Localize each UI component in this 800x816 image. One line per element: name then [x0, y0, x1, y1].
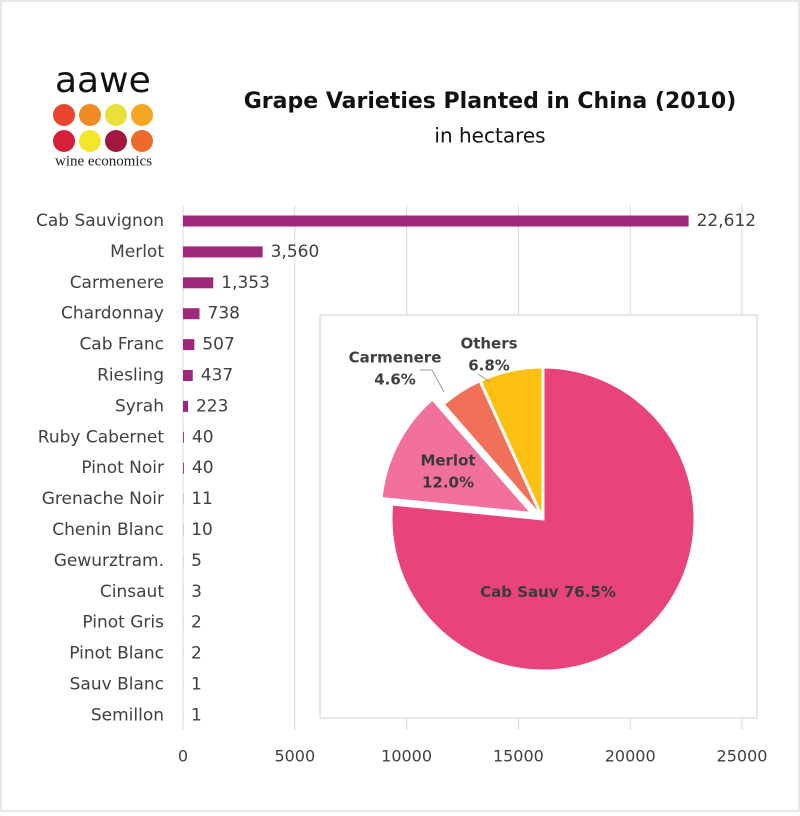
x-tick-label: 25000 [717, 747, 768, 766]
bar [183, 216, 689, 227]
slice-value: 6.8% [468, 357, 510, 375]
data-label: 1 [191, 705, 202, 725]
bar [183, 463, 184, 474]
chart-subtitle: in hectares [434, 124, 545, 148]
y-tick-label: Gewurztram. [54, 551, 164, 571]
data-label: 2 [191, 644, 202, 664]
y-tick-label: Ruby Cabernet [38, 427, 165, 447]
slice-label: Cab Sauv 76.5% [480, 583, 616, 601]
slice-value: 12.0% [422, 474, 474, 492]
x-tick-label: 5000 [274, 747, 315, 766]
slice-name: Carmenere [349, 349, 442, 367]
x-tick-label: 15000 [493, 747, 544, 766]
data-label: 738 [208, 304, 240, 324]
y-tick-label: Semillon [91, 705, 164, 725]
y-tick-label: Pinot Noir [81, 458, 164, 478]
y-tick-label: Carmenere [70, 273, 164, 293]
x-tick-label: 0 [178, 747, 188, 766]
data-label: 1 [191, 675, 202, 695]
bar [183, 370, 193, 381]
y-tick-label: Chardonnay [61, 304, 164, 324]
y-tick-label: Cab Franc [79, 335, 164, 355]
slice-name: Others [460, 335, 517, 353]
data-label: 5 [191, 551, 202, 571]
data-label: 40 [192, 458, 214, 478]
bar [183, 246, 263, 257]
logo-name: aawe [55, 60, 151, 101]
data-label: 1,353 [221, 273, 270, 293]
y-tick-label: Pinot Blanc [69, 644, 164, 664]
data-label: 3 [191, 582, 202, 602]
data-label: 11 [191, 489, 213, 509]
y-tick-label: Cinsaut [100, 582, 164, 602]
y-tick-label: Sauv Blanc [70, 675, 164, 695]
bar [183, 401, 188, 412]
slice-name: Cab Sauv [480, 583, 559, 601]
y-tick-label: Pinot Gris [82, 613, 164, 633]
x-tick-label: 10000 [381, 747, 432, 766]
x-tick-label: 20000 [605, 747, 656, 766]
data-label: 2 [191, 613, 202, 633]
y-tick-label: Merlot [110, 242, 164, 262]
bar [183, 432, 184, 443]
y-tick-label: Cab Sauvignon [36, 211, 164, 231]
slice-value: 76.5% [564, 583, 616, 601]
y-tick-label: Syrah [115, 396, 164, 416]
bar [183, 308, 200, 319]
bar [183, 339, 194, 350]
y-tick-label: Grenache Noir [42, 489, 164, 509]
slice-value: 4.6% [374, 371, 416, 389]
y-tick-label: Riesling [97, 366, 164, 386]
logo-tagline: wine economics [55, 153, 152, 169]
data-label: 3,560 [271, 242, 320, 262]
bar [183, 277, 213, 288]
data-label: 40 [192, 427, 214, 447]
data-label: 507 [202, 335, 234, 355]
data-label: 223 [196, 396, 228, 416]
slice-name: Merlot [420, 452, 475, 470]
y-tick-label: Chenin Blanc [52, 520, 164, 540]
data-label: 437 [201, 366, 233, 386]
chart-title: Grape Varieties Planted in China (2010) [244, 89, 737, 114]
data-label: 10 [191, 520, 213, 540]
data-label: 22,612 [697, 211, 756, 231]
